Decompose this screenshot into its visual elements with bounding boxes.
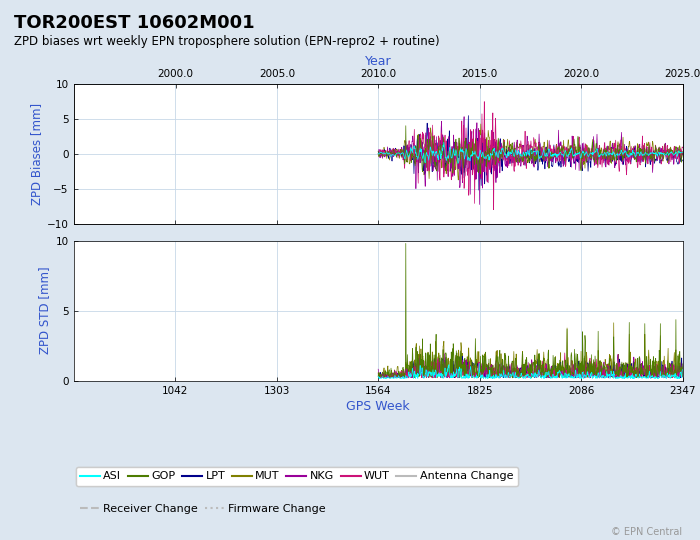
X-axis label: Year: Year bbox=[365, 55, 391, 68]
Text: ZPD biases wrt weekly EPN troposphere solution (EPN-repro2 + routine): ZPD biases wrt weekly EPN troposphere so… bbox=[14, 35, 440, 48]
Y-axis label: ZPD STD [mm]: ZPD STD [mm] bbox=[38, 267, 51, 354]
X-axis label: GPS Week: GPS Week bbox=[346, 400, 410, 413]
Legend: ASI, GOP, LPT, MUT, NKG, WUT, Antenna Change: ASI, GOP, LPT, MUT, NKG, WUT, Antenna Ch… bbox=[76, 467, 518, 486]
Text: TOR200EST 10602M001: TOR200EST 10602M001 bbox=[14, 14, 255, 31]
Text: © EPN Central: © EPN Central bbox=[611, 527, 682, 537]
Legend: Receiver Change, Firmware Change: Receiver Change, Firmware Change bbox=[76, 500, 330, 518]
Y-axis label: ZPD Biases [mm]: ZPD Biases [mm] bbox=[29, 103, 43, 205]
